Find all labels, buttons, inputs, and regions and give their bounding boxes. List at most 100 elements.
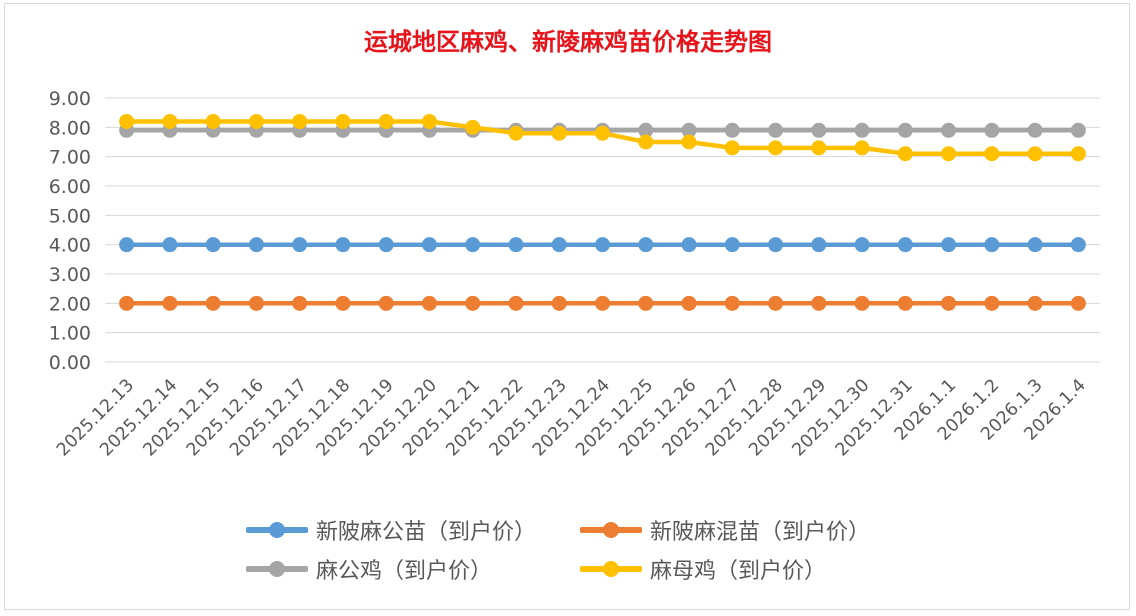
data-point-series-3	[595, 125, 610, 141]
data-point-series-0	[768, 237, 784, 253]
data-point-series-1	[941, 295, 957, 311]
chart-title: 运城地区麻鸡、新陵麻鸡苗价格走势图	[364, 27, 772, 56]
data-point-series-1	[984, 295, 1000, 311]
data-point-series-1	[681, 295, 697, 311]
legend-label-series-1: 新陂麻混苗（到户价）	[650, 520, 871, 545]
data-point-series-3	[1070, 146, 1086, 162]
data-point-series-2	[768, 122, 784, 138]
data-point-series-1	[248, 295, 264, 311]
y-tick-label: 2.00	[49, 293, 91, 315]
data-point-series-1	[378, 295, 394, 311]
data-point-series-3	[941, 146, 957, 162]
y-tick-label: 5.00	[49, 205, 91, 227]
data-point-series-3	[854, 140, 870, 156]
legend-item-series-0: 新陂麻公苗（到户价）	[246, 512, 536, 548]
data-point-series-2	[724, 122, 740, 138]
data-point-series-2	[984, 122, 1000, 138]
data-point-series-3	[378, 113, 394, 129]
data-point-series-0	[681, 237, 697, 253]
legend-marker-series-0	[246, 512, 308, 548]
legend-marker-series-3	[580, 551, 642, 587]
data-point-series-1	[119, 295, 135, 311]
data-point-series-3	[768, 140, 784, 156]
data-point-series-2	[638, 122, 654, 138]
data-point-series-0	[811, 237, 827, 253]
data-point-series-0	[638, 237, 654, 253]
data-point-series-3	[681, 134, 697, 150]
data-point-series-0	[1027, 237, 1043, 253]
y-tick-label: 1.00	[49, 323, 91, 345]
data-point-series-0	[162, 237, 178, 253]
data-point-series-1	[551, 295, 567, 311]
data-point-series-1	[335, 295, 351, 311]
y-tick-label: 7.00	[49, 147, 91, 169]
data-point-series-0	[941, 237, 957, 253]
data-point-series-2	[897, 122, 913, 138]
data-point-series-2	[1070, 122, 1086, 138]
data-point-series-1	[292, 295, 308, 311]
data-point-series-0	[292, 237, 308, 253]
data-point-series-3	[1027, 146, 1043, 162]
data-point-series-1	[768, 295, 784, 311]
legend-marker-series-2	[246, 551, 308, 587]
data-point-series-1	[465, 295, 481, 311]
data-point-series-3	[421, 113, 437, 129]
data-point-series-0	[508, 237, 524, 253]
data-point-series-0	[205, 237, 221, 253]
data-point-series-3	[984, 146, 1000, 162]
y-tick-label: 6.00	[49, 176, 91, 198]
data-point-series-3	[638, 134, 654, 150]
data-point-series-1	[508, 295, 524, 311]
data-point-series-1	[421, 295, 437, 311]
data-point-series-3	[508, 125, 524, 141]
data-point-series-1	[1027, 295, 1043, 311]
y-tick-label: 8.00	[49, 117, 91, 139]
data-point-series-1	[811, 295, 827, 311]
data-point-series-3	[119, 113, 135, 129]
data-point-series-3	[811, 140, 827, 156]
legend-item-series-3: 麻母鸡（到户价）	[580, 551, 826, 587]
data-point-series-1	[724, 295, 740, 311]
y-tick-label: 9.00	[49, 88, 91, 110]
legend-label-series-0: 新陂麻公苗（到户价）	[316, 520, 537, 545]
y-tick-label: 0.00	[49, 352, 91, 374]
data-point-series-0	[421, 237, 437, 253]
y-tick-label: 4.00	[49, 235, 91, 257]
data-point-series-1	[162, 295, 178, 311]
data-point-series-2	[941, 122, 957, 138]
data-point-series-3	[551, 125, 567, 141]
data-point-series-0	[335, 237, 351, 253]
data-point-series-1	[595, 295, 610, 311]
data-point-series-3	[292, 113, 308, 129]
data-point-series-0	[119, 237, 135, 253]
data-point-series-0	[724, 237, 740, 253]
legend-label-series-2: 麻公鸡（到户价）	[316, 559, 493, 584]
data-point-series-3	[724, 140, 740, 156]
legend-item-series-1: 新陂麻混苗（到户价）	[580, 512, 870, 548]
data-point-series-2	[854, 122, 870, 138]
data-point-series-0	[854, 237, 870, 253]
data-point-series-0	[595, 237, 610, 253]
data-point-series-2	[1027, 122, 1043, 138]
data-point-series-3	[162, 113, 178, 129]
data-point-series-1	[897, 295, 913, 311]
legend-label-series-3: 麻母鸡（到户价）	[650, 559, 827, 584]
data-point-series-3	[465, 119, 481, 135]
data-point-series-0	[1070, 237, 1086, 253]
data-point-series-1	[854, 295, 870, 311]
data-point-series-2	[681, 122, 697, 138]
data-point-series-1	[638, 295, 654, 311]
data-point-series-3	[335, 113, 351, 129]
data-point-series-1	[205, 295, 221, 311]
data-point-series-2	[811, 122, 827, 138]
data-point-series-3	[897, 146, 913, 162]
data-point-series-3	[248, 113, 264, 129]
data-point-series-0	[378, 237, 394, 253]
data-point-series-0	[984, 237, 1000, 253]
data-point-series-0	[897, 237, 913, 253]
data-point-series-0	[248, 237, 264, 253]
data-point-series-0	[465, 237, 481, 253]
data-point-series-1	[1070, 295, 1086, 311]
data-point-series-0	[551, 237, 567, 253]
